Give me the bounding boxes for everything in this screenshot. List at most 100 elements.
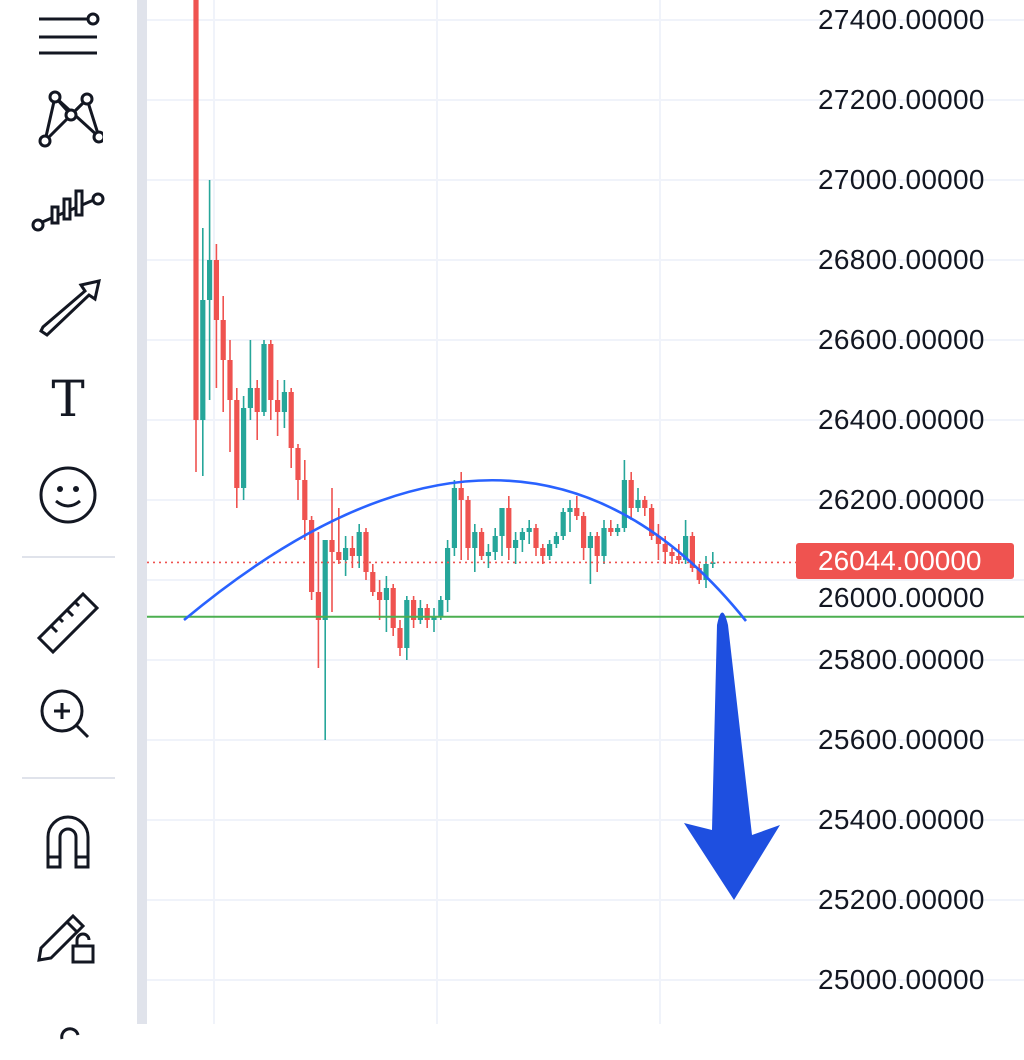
candle-body — [662, 544, 668, 552]
candle — [356, 524, 362, 568]
candle-body — [288, 392, 294, 448]
more-tools-icon[interactable] — [28, 990, 108, 1060]
candle-body — [349, 548, 355, 556]
price-axis-label: 25400.00000 — [818, 804, 985, 835]
price-axis-label: 27200.00000 — [818, 84, 985, 115]
candle — [560, 508, 566, 540]
emoji-icon[interactable] — [28, 460, 108, 530]
candle — [567, 500, 573, 532]
candle — [390, 584, 396, 636]
candle — [200, 228, 206, 476]
candle — [472, 524, 478, 572]
zoom-in-icon[interactable] — [28, 678, 108, 748]
candle-body — [581, 516, 587, 548]
candle-body — [404, 600, 410, 648]
candle-body — [506, 508, 512, 548]
candle — [295, 444, 301, 500]
candle-body — [703, 564, 709, 580]
candle — [547, 540, 553, 560]
candle-body — [676, 556, 682, 560]
candle-body — [519, 532, 525, 540]
candle-body — [547, 544, 553, 556]
candle — [417, 600, 423, 624]
candle-body — [472, 532, 478, 548]
candle-body — [295, 448, 301, 480]
candle — [329, 488, 335, 612]
candle-body — [207, 260, 213, 300]
candle-body — [227, 360, 233, 400]
candle-body — [479, 532, 485, 556]
candle-body — [451, 488, 457, 548]
candle-body — [655, 536, 661, 544]
candle-body — [560, 512, 566, 536]
candle — [220, 296, 226, 412]
candle-body — [465, 500, 471, 548]
toolbar-scrollbar[interactable] — [137, 0, 147, 1024]
arc-trendline[interactable] — [183, 479, 748, 622]
candle-body — [533, 528, 539, 548]
indicator-candles-icon[interactable] — [28, 172, 108, 242]
candle — [261, 340, 267, 416]
candle-body — [200, 300, 206, 420]
pattern-icon[interactable] — [28, 82, 108, 152]
candle-body — [669, 552, 675, 556]
candle — [322, 540, 328, 740]
candle — [601, 520, 607, 564]
candle-body — [587, 536, 593, 548]
candle — [519, 528, 525, 552]
pencil-lock-icon[interactable] — [28, 900, 108, 970]
candle — [621, 460, 627, 532]
candle — [227, 340, 233, 452]
candle — [642, 496, 648, 516]
candle-body — [445, 548, 451, 600]
candle — [281, 380, 287, 428]
candle — [703, 556, 709, 588]
candle — [302, 460, 308, 540]
price-axis-label: 25000.00000 — [818, 964, 985, 995]
candle — [213, 244, 219, 388]
candle-body — [234, 400, 240, 488]
arrow-icon[interactable] — [28, 270, 108, 340]
magnet-icon[interactable] — [28, 806, 108, 876]
candle — [288, 388, 294, 468]
candle-body — [635, 500, 641, 508]
candle — [499, 508, 505, 556]
candle-body — [356, 532, 362, 556]
candle — [553, 532, 559, 548]
price-axis-label: 26600.00000 — [818, 324, 985, 355]
candle-body — [302, 480, 308, 520]
toolbar-divider — [22, 777, 115, 779]
candle-body — [322, 540, 328, 620]
candle-body — [431, 616, 437, 620]
candle-body — [397, 628, 403, 648]
down-arrow-drawing[interactable] — [684, 612, 780, 901]
candle — [247, 340, 253, 420]
text-tool-button[interactable]: T — [28, 364, 108, 434]
candle — [710, 552, 716, 568]
candle-body — [458, 488, 464, 500]
candle — [526, 520, 532, 544]
candle-body — [370, 572, 376, 592]
current-price-tag: 26044.00000 — [796, 543, 1014, 579]
candle — [465, 496, 471, 560]
candle-body — [438, 600, 444, 616]
candle-body — [615, 528, 621, 532]
menu-lines-icon[interactable] — [28, 0, 108, 70]
candle-body — [683, 536, 689, 560]
candle — [696, 564, 702, 584]
candle-body — [268, 344, 274, 400]
price-axis-label: 25800.00000 — [818, 644, 985, 675]
candle-body — [608, 528, 614, 532]
price-axis-label: 27000.00000 — [818, 164, 985, 195]
candle-body — [601, 528, 607, 556]
price-chart[interactable] — [147, 0, 1024, 1024]
candle — [309, 516, 315, 600]
candle-body — [336, 552, 342, 560]
candle-body — [383, 588, 389, 600]
price-axis-label: 25600.00000 — [818, 724, 985, 755]
candle — [268, 340, 274, 420]
candle-body — [417, 608, 423, 620]
ruler-icon[interactable] — [28, 586, 108, 656]
price-axis-label: 25200.00000 — [818, 884, 985, 915]
candle-body — [254, 388, 260, 412]
